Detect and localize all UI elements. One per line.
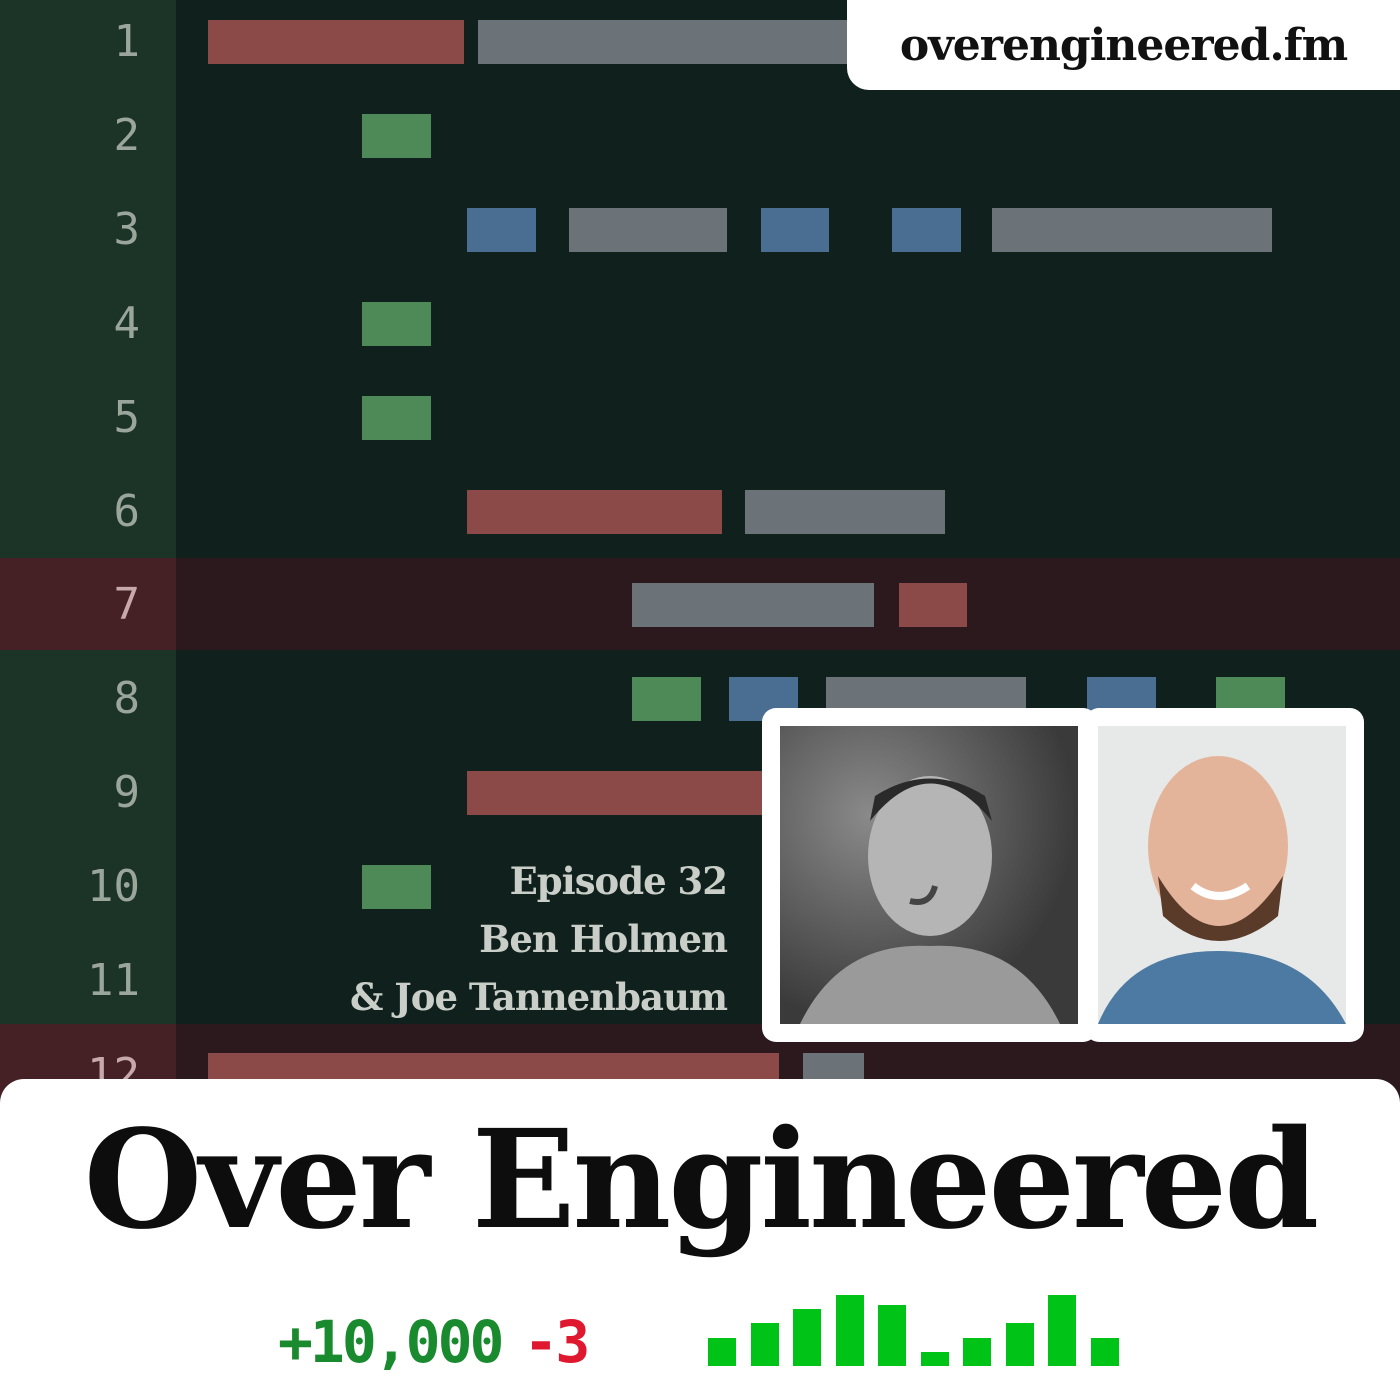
activity-bar: [878, 1304, 906, 1366]
code-token: [362, 395, 431, 440]
line-number: 11: [87, 955, 140, 1006]
activity-bar: [1048, 1295, 1076, 1366]
activity-bar: [708, 1337, 736, 1366]
code-token: [632, 583, 874, 628]
diff-stats: +10,000 -3: [278, 1308, 590, 1376]
activity-bar: [793, 1309, 821, 1366]
website-label[interactable]: overengineered.fm: [847, 0, 1400, 90]
podcast-title: Over Engineered: [83, 1100, 1320, 1260]
line-number: 8: [113, 673, 141, 725]
line-number: 9: [113, 767, 141, 819]
deletions-count: -3: [523, 1308, 590, 1376]
activity-bar: [963, 1337, 991, 1366]
episode-number: Episode 32: [509, 859, 728, 903]
line-number: 5: [113, 391, 141, 443]
code-token: [467, 771, 775, 816]
code-token: [632, 677, 701, 722]
activity-bar: [750, 1323, 779, 1366]
code-token: [899, 583, 967, 628]
activity-bar: [920, 1351, 949, 1366]
line-number: 4: [113, 297, 141, 349]
line-number: 10: [87, 861, 140, 913]
title-panel: [0, 1079, 1400, 1400]
code-token: [478, 20, 850, 64]
line-number: 6: [113, 485, 141, 537]
activity-graph: [708, 1290, 1128, 1366]
episode-info: Episode 32 Ben Holmen & Joe Tannenbaum: [350, 852, 728, 1026]
code-token: [892, 207, 961, 252]
code-token: [467, 207, 536, 252]
code-token: [362, 113, 431, 158]
additions-count: +10,000: [278, 1308, 504, 1376]
guest-photo-joe-tannenbaum: [1098, 726, 1346, 1024]
guest-name: Ben Holmen: [479, 917, 728, 961]
activity-bar: [1090, 1337, 1119, 1366]
guest-photo-ben-holmen: [780, 726, 1078, 1024]
code-token: [745, 489, 945, 534]
code-token: [208, 20, 464, 64]
code-token: [362, 301, 431, 346]
activity-bar: [1005, 1323, 1034, 1366]
line-number: 3: [113, 203, 141, 255]
code-token: [569, 207, 727, 252]
code-token: [362, 865, 431, 910]
line-number: 7: [113, 579, 141, 631]
line-number: 2: [113, 109, 141, 161]
line-number: 1: [113, 16, 141, 67]
guest-photos: [762, 708, 1364, 1042]
code-token: [467, 489, 722, 534]
code-token: [761, 207, 829, 252]
code-token: [992, 207, 1272, 252]
activity-bar: [835, 1295, 864, 1366]
guest-name: & Joe Tannenbaum: [350, 975, 728, 1019]
